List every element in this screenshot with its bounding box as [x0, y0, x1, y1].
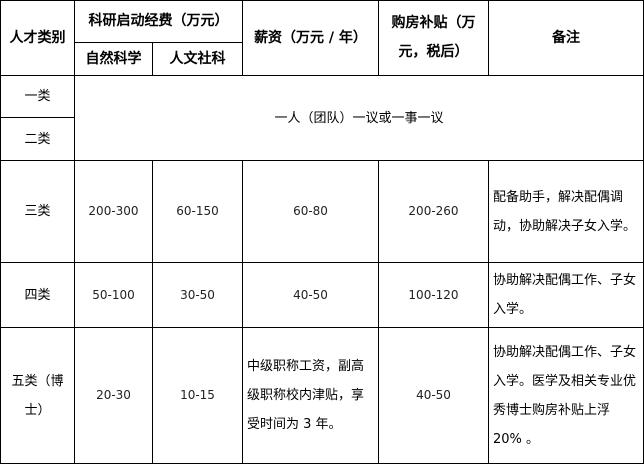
header-housing: 购房补贴（万元，税后）: [378, 0, 489, 76]
row-category: 四类: [0, 262, 75, 328]
header-salary: 薪资（万元 / 年）: [242, 0, 379, 76]
salary-value: 中级职称工资，副高级职称校内津贴，享受时间为 3 年。: [242, 327, 379, 464]
salary-value: 60-80: [242, 160, 379, 263]
header-research-funding: 科研启动经费（万元）: [74, 0, 243, 43]
header-natural-science: 自然科学: [74, 42, 153, 76]
housing-value: 40-50: [378, 327, 489, 464]
notes-value: 配备助手，解决配偶调动，协助解决子女入学。: [488, 160, 644, 263]
row-category: 二类: [0, 117, 75, 161]
humanities-value: 10-15: [152, 327, 243, 464]
header-category: 人才类别: [0, 0, 75, 76]
natural-science-value: 200-300: [74, 160, 153, 263]
housing-value: 200-260: [378, 160, 489, 263]
row-category: 一类: [0, 75, 75, 118]
humanities-value: 60-150: [152, 160, 243, 263]
merged-note: 一人（团队）一议或一事一议: [74, 75, 644, 161]
housing-value: 100-120: [378, 262, 489, 328]
notes-value: 协助解决配偶工作、子女入学。: [488, 262, 644, 328]
natural-science-value: 50-100: [74, 262, 153, 328]
header-humanities: 人文社科: [152, 42, 243, 76]
salary-value: 40-50: [242, 262, 379, 328]
row-category: 三类: [0, 160, 75, 263]
row-category: 五类（博士）: [0, 327, 75, 464]
header-notes: 备注: [488, 0, 644, 76]
humanities-value: 30-50: [152, 262, 243, 328]
natural-science-value: 20-30: [74, 327, 153, 464]
notes-value: 协助解决配偶工作、子女入学。医学及相关专业优秀博士购房补贴上浮 20% 。: [488, 327, 644, 464]
